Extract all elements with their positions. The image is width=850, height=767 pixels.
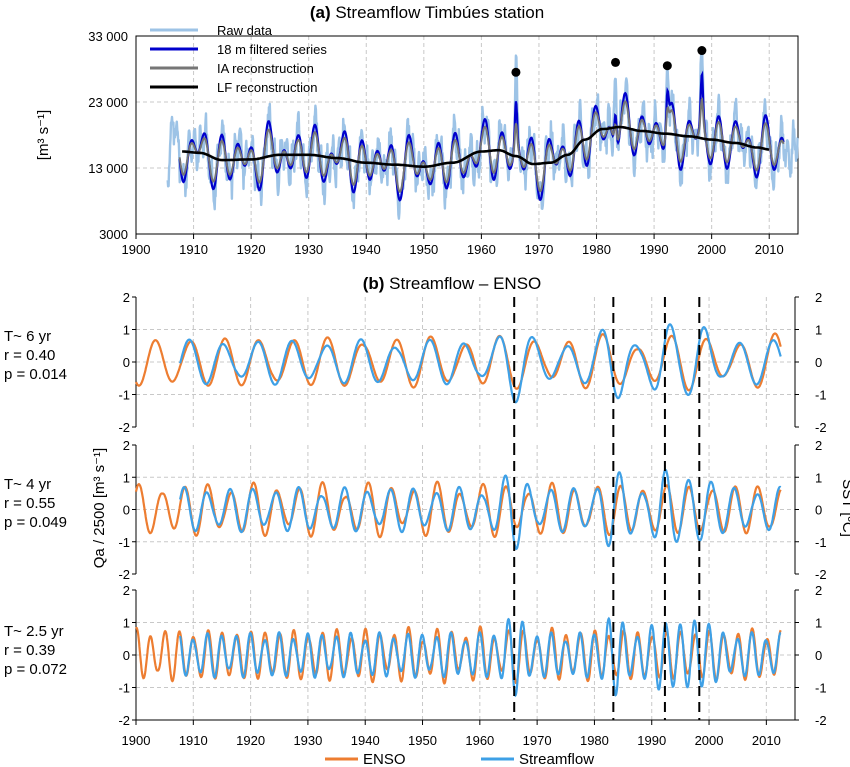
panel-b-xtick-label: 2010	[752, 733, 781, 748]
panel-b-left-ytick-label: 0	[123, 648, 130, 663]
panel-a-frame	[135, 35, 799, 235]
panel-b-left-ytick-label: 0	[123, 503, 130, 518]
peak-marker	[511, 67, 521, 77]
panel-b-left-ytick-label: 1	[123, 323, 130, 338]
panel-b-right-ytick-label: 1	[815, 323, 822, 338]
panel-a-xtick-label: 1990	[640, 242, 669, 257]
panel-b-xtick-label: 1990	[637, 733, 666, 748]
panel-a-xtick-label: 1950	[409, 242, 438, 257]
subpanel-3-r: r = 0.39	[4, 642, 56, 659]
series-streamflow-line	[179, 323, 782, 404]
panel-b-left-ytick-label: -2	[118, 713, 130, 728]
legend-streamflow-label: Streamflow	[519, 751, 594, 767]
subpanel-1-p: p = 0.014	[4, 366, 67, 383]
panel-a-xtick-label: 2000	[697, 242, 726, 257]
legend-label: LF reconstruction	[217, 80, 317, 95]
series-enso-line	[134, 332, 782, 392]
subpanel-2-r: r = 0.55	[4, 495, 56, 512]
panel-b-right-ytick-label: -1	[815, 681, 827, 696]
panel-b-right-ytick-label: -2	[815, 420, 827, 435]
legend-label: 18 m filtered series	[217, 42, 327, 57]
panel-b-xtick-label: 1910	[179, 733, 208, 748]
panel-b-right-ytick-label: 0	[815, 503, 822, 518]
panel-b-xtick-label: 1930	[293, 733, 322, 748]
panel-b-left-ytick-label: -1	[118, 388, 130, 403]
panel-b-left-ytick-label: 2	[123, 583, 130, 598]
panel-b-xtick-label: 2000	[695, 733, 724, 748]
panel-a-ytick-label: 33 000	[88, 29, 128, 44]
panel-a-xtick-label: 2010	[755, 242, 784, 257]
panel-b-xtick-label: 1970	[523, 733, 552, 748]
panel-b-xtick-label: 1940	[351, 733, 380, 748]
panel-a-xtick-label: 1940	[352, 242, 381, 257]
panel-b-right-ytick-label: -2	[815, 567, 827, 582]
panel-b-xtick-label: 1950	[408, 733, 437, 748]
panel-b-right-ytick-label: 0	[815, 355, 822, 370]
panel-b-right-ytick-label: 1	[815, 470, 822, 485]
series-streamflow-line	[179, 616, 782, 698]
subpanel-1-r: r = 0.40	[4, 347, 56, 364]
legend-enso-label: ENSO	[363, 751, 406, 767]
panel-b-right-ytick-label: -2	[815, 713, 827, 728]
legend-label: Raw data	[217, 23, 273, 38]
peak-marker	[662, 61, 672, 71]
series-lf-reconstruction-line	[182, 125, 770, 168]
panel-a-xtick-label: 1900	[122, 242, 151, 257]
panel-b-left-ytick-label: -1	[118, 535, 130, 550]
subpanel-1-annotation: T~ 6 yr r = 0.40 p = 0.014	[4, 327, 67, 384]
subpanel-2-period: T~ 4 yr	[4, 476, 52, 493]
series-ia-reconstruction-line	[178, 97, 785, 194]
panel-b-left-ytick-label: 2	[123, 438, 130, 453]
series-streamflow-line	[179, 468, 782, 551]
subpanel-1-period: T~ 6 yr	[4, 328, 52, 345]
panel-b-left-ytick-label: 1	[123, 616, 130, 631]
panel-b-right-ytick-label: -1	[815, 535, 827, 550]
panel-b-xtick-label: 1900	[122, 733, 151, 748]
subpanel-3-annotation: T~ 2.5 yr r = 0.39 p = 0.072	[4, 622, 67, 679]
peak-marker	[611, 57, 621, 67]
subpanel-3-period: T~ 2.5 yr	[4, 623, 64, 640]
panel-a-title: (a) Streamflow Timbúes station	[310, 3, 544, 22]
peak-marker	[697, 46, 707, 56]
subpanel-2-p: p = 0.049	[4, 514, 67, 531]
panel-b-right-ytick-label: 2	[815, 583, 822, 598]
panel-b-right-ytick-label: 2	[815, 438, 822, 453]
panel-a-xtick-label: 1910	[179, 242, 208, 257]
panel-a-xtick-label: 1930	[294, 242, 323, 257]
panel-b-right-ylabel: SST [ºC]	[839, 479, 850, 537]
legend-label: IA reconstruction	[217, 61, 314, 76]
panel-b-left-ytick-label: 0	[123, 355, 130, 370]
panel-a-ylabel: [m³ s⁻¹]	[35, 110, 52, 160]
series-raw-data-line	[166, 48, 799, 220]
panel-a-xtick-label: 1980	[582, 242, 611, 257]
panel-b-left-ytick-label: 2	[123, 290, 130, 305]
panel-b-left-ytick-label: 1	[123, 470, 130, 485]
panel-b-right-ytick-label: -1	[815, 388, 827, 403]
panel-b-left-ytick-label: -2	[118, 567, 130, 582]
panel-b-right-ytick-label: 1	[815, 616, 822, 631]
panel-b-left-ylabel: Qa / 2500 [m³ s⁻¹]	[91, 448, 108, 568]
panel-a-xtick-label: 1920	[237, 242, 266, 257]
panel-a-xtick-label: 1970	[524, 242, 553, 257]
panel-b-title: (b) Streamflow – ENSO	[363, 274, 542, 293]
panel-b-left-ytick-label: -2	[118, 420, 130, 435]
panel-b-xtick-label: 1920	[236, 733, 265, 748]
panel-a-xtick-label: 1960	[467, 242, 496, 257]
panel-b-left-ytick-label: -1	[118, 681, 130, 696]
subpanel-2-annotation: T~ 4 yr r = 0.55 p = 0.049	[4, 475, 67, 532]
panel-a-ytick-label: 23 000	[88, 95, 128, 110]
panel-b-xtick-label: 1960	[465, 733, 494, 748]
panel-b-right-ytick-label: 2	[815, 290, 822, 305]
panel-b-xtick-label: 1980	[580, 733, 609, 748]
panel-a-ytick-label: 13 000	[88, 161, 128, 176]
panel-a-ytick-label: 3000	[99, 227, 128, 242]
panel-b-right-ytick-label: 0	[815, 648, 822, 663]
subpanel-3-p: p = 0.072	[4, 661, 67, 678]
